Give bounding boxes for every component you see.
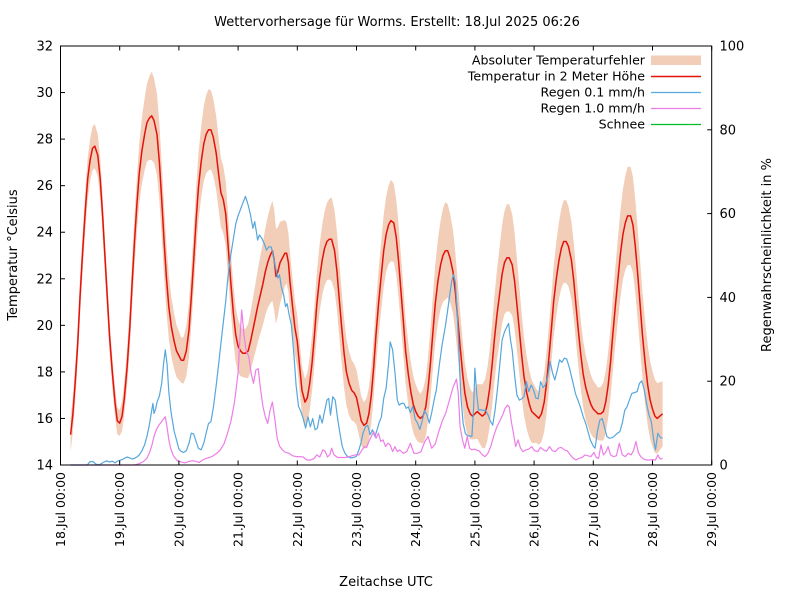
legend-label: Temperatur in 2 Meter Höhe: [467, 69, 645, 84]
x-tick-label: 20.Jul 00:00: [171, 472, 186, 547]
x-tick-label: 27.Jul 00:00: [586, 472, 601, 547]
y-left-tick-label: 28: [36, 133, 53, 148]
y-right-tick-label: 20: [720, 375, 737, 390]
legend-item-temperature: Temperatur in 2 Meter Höhe: [467, 69, 701, 84]
y-left-tick-label: 24: [36, 226, 53, 241]
legend: Absoluter Temperaturfehler Temperatur in…: [467, 53, 701, 132]
temperature-line: [69, 115, 664, 435]
x-tick-label: 29.Jul 00:00: [704, 472, 719, 547]
legend-label: Schnee: [599, 117, 646, 132]
x-tick-label: 22.Jul 00:00: [290, 472, 305, 547]
legend-item-schnee: Schnee: [599, 117, 701, 132]
legend-item-rain10: Regen 1.0 mm/h: [541, 101, 701, 116]
x-tick-label: 26.Jul 00:00: [527, 472, 542, 547]
x-tick-label: 23.Jul 00:00: [349, 472, 364, 547]
y-left-tick-label: 18: [36, 365, 53, 380]
legend-label: Absoluter Temperaturfehler: [472, 53, 646, 68]
legend-label: Regen 1.0 mm/h: [541, 101, 645, 116]
y-left-tick-label: 30: [36, 86, 53, 101]
x-tick-label: 19.Jul 00:00: [112, 472, 127, 547]
y-right-tick-label: 0: [720, 459, 728, 474]
x-tick-label: 25.Jul 00:00: [467, 472, 482, 547]
y-left-tick-label: 20: [36, 319, 53, 334]
x-axis-label: Zeitachse UTC: [339, 575, 433, 590]
x-tick-label: 24.Jul 00:00: [408, 472, 423, 547]
axes-frame-layer: [60, 45, 713, 466]
x-tick-label: 18.Jul 00:00: [53, 472, 68, 547]
rain10-line: [70, 309, 663, 466]
y-right-tick-label: 40: [720, 291, 737, 306]
plot-frame: [60, 45, 713, 466]
legend-item-temperature-error: Absoluter Temperaturfehler: [472, 53, 701, 68]
y-right-tick-label: 60: [720, 207, 737, 222]
x-tick-label: 28.Jul 00:00: [645, 472, 660, 547]
legend-item-rain01: Regen 0.1 mm/h: [541, 85, 701, 100]
y-left-tick-label: 16: [36, 412, 53, 427]
y-left-tick-label: 26: [36, 179, 53, 194]
tick-labels-layer: 18.Jul 00:00 19.Jul 00:00 20.Jul 00:00 21.J…: [36, 40, 744, 547]
chart-title: Wettervorhersage für Worms. Erstellt: 18…: [214, 15, 580, 30]
legend-label: Regen 0.1 mm/h: [541, 85, 645, 100]
y-left-tick-label: 32: [36, 40, 53, 55]
error-band-swatch: [651, 55, 701, 65]
x-tick-label: 21.Jul 00:00: [231, 472, 246, 547]
y-right-tick-label: 100: [720, 40, 745, 55]
temperature-error-band: [70, 71, 663, 454]
y-right-tick-label: 80: [720, 123, 737, 138]
y-left-tick-label: 14: [36, 459, 53, 474]
series-layer: [69, 71, 664, 466]
y-left-tick-label: 22: [36, 272, 53, 287]
y-axis-label-right: Regenwahrscheinlichkeit in %: [760, 158, 775, 352]
y-axis-label-left: Temperatur °Celsius: [6, 189, 21, 322]
